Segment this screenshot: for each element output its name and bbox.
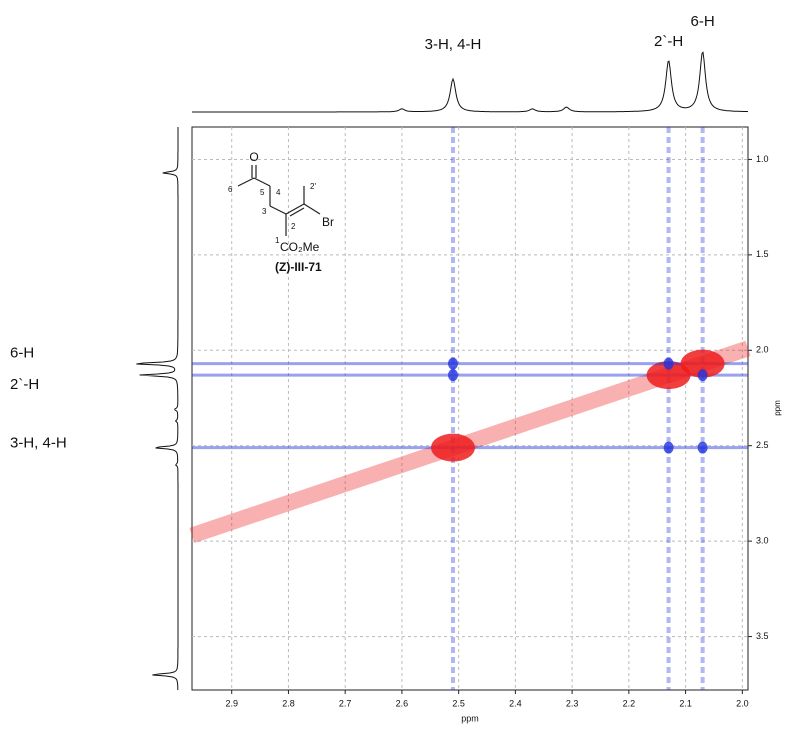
- x-tick-label: 2.1: [679, 698, 692, 708]
- y-tick-label: 1.5: [756, 249, 769, 259]
- cross-peak: [663, 441, 674, 454]
- atom-label: 2: [291, 222, 296, 231]
- x-tick-label: 2.8: [282, 698, 295, 708]
- x-tick-label: 2.2: [623, 698, 636, 708]
- y-axis-label: ppm: [773, 400, 782, 416]
- x-tick-label: 2.3: [566, 698, 579, 708]
- left-projection: [136, 127, 179, 690]
- compound-label: (Z)-III-71: [275, 260, 322, 274]
- x-tick-label: 2.6: [396, 698, 409, 708]
- atom-label: 1: [275, 236, 280, 245]
- plot-frame: [191, 126, 749, 691]
- diagonal-peak: [646, 361, 691, 390]
- diagonal-peak: [430, 433, 475, 462]
- atom-label: 4: [276, 188, 281, 197]
- atom-label: 5: [260, 188, 265, 197]
- cross-peak: [447, 357, 458, 370]
- cross-peak: [447, 369, 458, 382]
- diagonal-peak: [680, 349, 725, 378]
- peak-label-top: 6-H: [691, 13, 715, 30]
- atom-label: 3: [262, 207, 267, 216]
- cross-peak: [663, 357, 674, 370]
- x-tick-label: 2.4: [509, 698, 522, 708]
- y-tick-label: 1.0: [756, 154, 769, 164]
- x-tick-label: 2.7: [339, 698, 352, 708]
- y-tick-label: 3.5: [756, 631, 769, 641]
- structure: [237, 165, 321, 236]
- atom-label: 2': [310, 182, 316, 191]
- y-tick-label: 2.5: [756, 440, 769, 450]
- y-tick-label: 2.0: [756, 345, 769, 355]
- peak-label-top: 3-H, 4-H: [425, 36, 482, 53]
- peak-label-top: 2`-H: [654, 33, 683, 50]
- ester-label: CO₂Me: [280, 240, 320, 254]
- peak-label-left: 2`-H: [10, 376, 39, 393]
- atom-label: Br: [322, 215, 334, 229]
- cross-peak: [697, 441, 708, 454]
- cross-peak: [697, 369, 708, 382]
- y-tick-label: 3.0: [756, 536, 769, 546]
- x-axis-label: ppm: [461, 713, 479, 723]
- peak-label-left: 6-H: [10, 345, 34, 362]
- peak-label-left: 3-H, 4-H: [10, 435, 67, 452]
- atom-label: 6: [228, 185, 233, 194]
- plot-area: [189, 127, 751, 690]
- top-projection: [192, 51, 749, 113]
- x-tick-label: 2.0: [736, 698, 749, 708]
- x-tick-label: 2.5: [452, 698, 465, 708]
- x-tick-label: 2.9: [225, 698, 238, 708]
- atom-label: O: [249, 150, 258, 164]
